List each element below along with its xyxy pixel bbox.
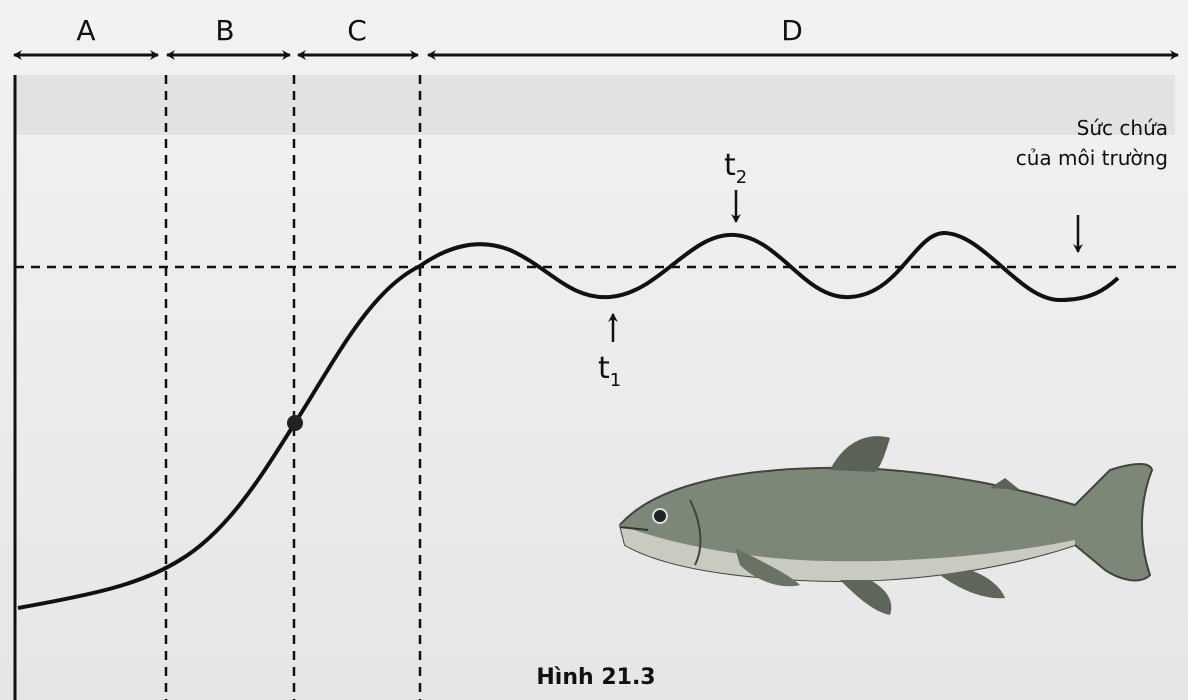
phase-c-label: C — [347, 14, 367, 47]
background-panel — [15, 75, 1175, 135]
t2-label: t2 — [724, 148, 747, 188]
figure-caption: Hình 21.3 — [536, 665, 655, 690]
capacity-label-line2: của môi trường — [1016, 146, 1168, 170]
phase-a-label: A — [76, 14, 95, 47]
capacity-label-line1: Sức chứa — [1077, 116, 1168, 140]
fish-illustration — [618, 436, 1154, 615]
phase-d-label: D — [781, 14, 803, 47]
phase-b-label: B — [215, 14, 234, 47]
inflection-point — [287, 415, 303, 431]
population-growth-curve — [17, 230, 1120, 610]
t1-label: t1 — [598, 351, 621, 391]
